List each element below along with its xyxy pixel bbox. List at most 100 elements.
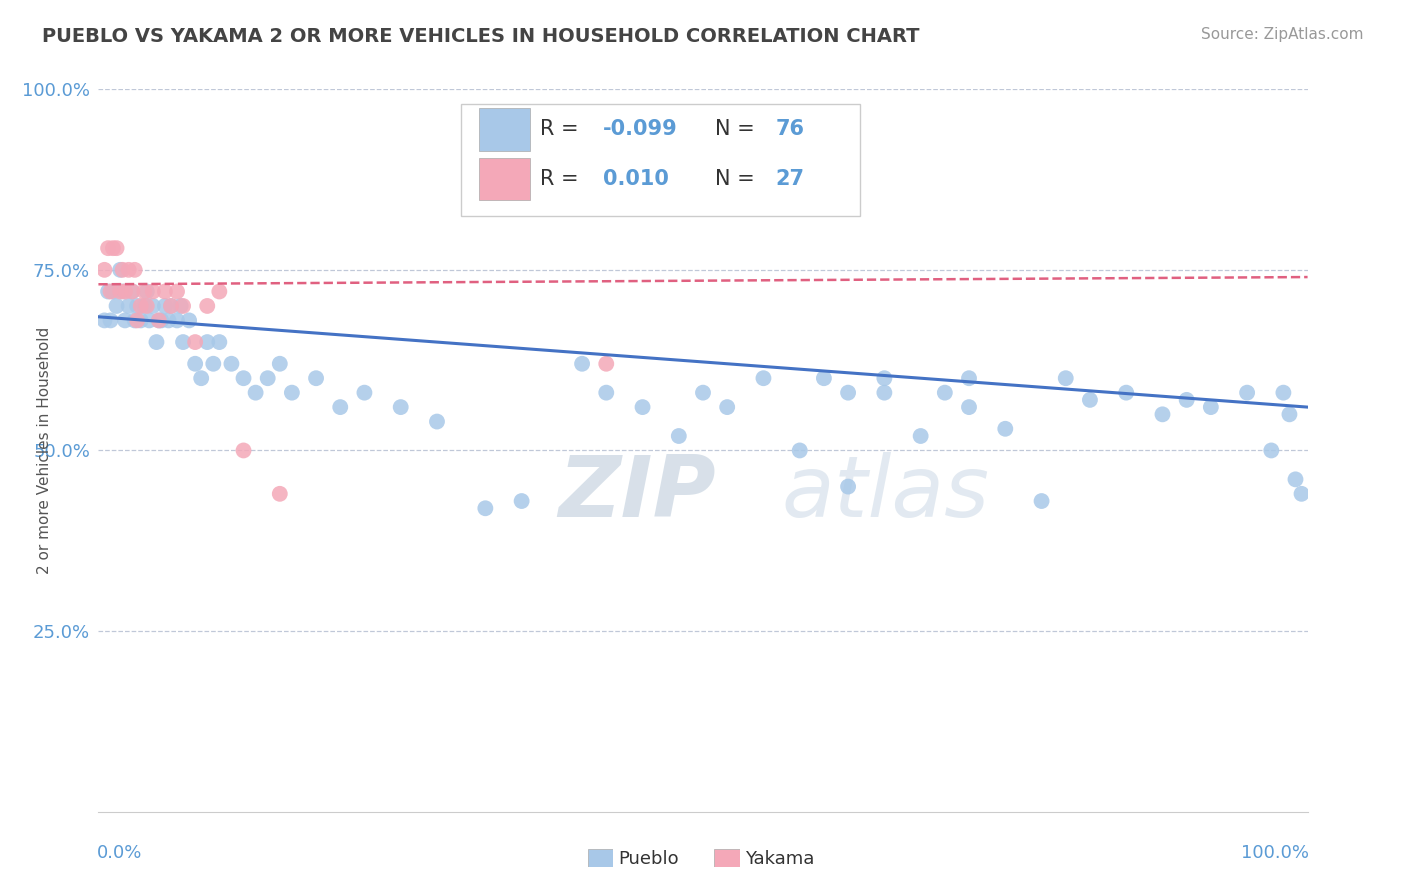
Point — [105, 299, 128, 313]
Text: N =: N = — [716, 120, 762, 139]
Point — [595, 357, 617, 371]
Point — [157, 313, 180, 327]
Point — [184, 357, 207, 371]
Text: atlas: atlas — [782, 452, 990, 535]
Point — [166, 285, 188, 299]
Point — [934, 385, 956, 400]
Point — [1278, 407, 1301, 421]
Point — [142, 299, 165, 313]
Point — [100, 313, 122, 327]
Point — [195, 334, 218, 349]
Point — [121, 285, 143, 299]
Point — [994, 422, 1017, 436]
Point — [105, 241, 128, 255]
Point — [93, 262, 115, 277]
Point — [957, 400, 980, 414]
Point — [135, 285, 157, 299]
Point — [135, 299, 157, 313]
Text: -0.099: -0.099 — [603, 120, 678, 139]
Point — [160, 299, 183, 313]
Point — [1054, 371, 1077, 385]
Text: R =: R = — [540, 120, 585, 139]
Point — [134, 285, 156, 299]
Point — [1199, 400, 1222, 414]
Point — [160, 299, 183, 313]
Point — [1031, 494, 1053, 508]
Point — [595, 385, 617, 400]
Point — [208, 334, 231, 349]
Point — [101, 241, 124, 255]
Point — [389, 400, 412, 414]
Text: R =: R = — [540, 169, 585, 188]
Point — [789, 443, 811, 458]
Point — [910, 429, 932, 443]
Point — [571, 357, 593, 371]
Point — [1284, 472, 1306, 486]
Point — [202, 357, 225, 371]
Point — [169, 299, 191, 313]
Point — [114, 285, 136, 299]
Point — [752, 371, 775, 385]
Point — [1291, 487, 1313, 501]
Point — [837, 480, 859, 494]
Point — [153, 299, 176, 313]
Point — [873, 385, 896, 400]
Point — [195, 299, 218, 313]
Point — [221, 357, 243, 371]
Point — [1175, 392, 1198, 407]
Text: Yakama: Yakama — [745, 850, 814, 868]
Point — [145, 334, 167, 349]
Point — [208, 285, 231, 299]
Point — [166, 313, 188, 327]
Point — [134, 299, 156, 313]
Point — [124, 313, 146, 327]
Point — [179, 313, 201, 327]
Point — [474, 501, 496, 516]
Point — [138, 313, 160, 327]
Point — [353, 385, 375, 400]
Point — [129, 313, 152, 327]
Text: Pueblo: Pueblo — [619, 850, 679, 868]
Point — [129, 299, 152, 313]
Point — [111, 285, 134, 299]
Point — [269, 357, 291, 371]
Point — [127, 313, 149, 327]
Point — [172, 299, 194, 313]
Text: ZIP: ZIP — [558, 452, 716, 535]
Point — [837, 385, 859, 400]
Point — [97, 241, 120, 255]
Text: 0.010: 0.010 — [603, 169, 668, 188]
Text: 27: 27 — [776, 169, 804, 188]
Point — [873, 371, 896, 385]
Point — [1236, 385, 1258, 400]
Point — [1078, 392, 1101, 407]
Point — [148, 313, 170, 327]
FancyBboxPatch shape — [461, 103, 860, 216]
Point — [150, 313, 173, 327]
Text: 0.0%: 0.0% — [97, 844, 142, 863]
Point — [1152, 407, 1174, 421]
Point — [510, 494, 533, 508]
Point — [114, 313, 136, 327]
Point — [184, 334, 207, 349]
Point — [631, 400, 654, 414]
Point — [668, 429, 690, 443]
Text: Source: ZipAtlas.com: Source: ZipAtlas.com — [1201, 27, 1364, 42]
Point — [232, 443, 254, 458]
Text: 2 or more Vehicles in Household: 2 or more Vehicles in Household — [37, 326, 52, 574]
Point — [1260, 443, 1282, 458]
Text: PUEBLO VS YAKAMA 2 OR MORE VEHICLES IN HOUSEHOLD CORRELATION CHART: PUEBLO VS YAKAMA 2 OR MORE VEHICLES IN H… — [42, 27, 920, 45]
Point — [142, 285, 165, 299]
Text: 76: 76 — [776, 120, 804, 139]
Point — [127, 299, 149, 313]
Point — [111, 262, 134, 277]
Point — [190, 371, 212, 385]
Point — [153, 285, 176, 299]
Point — [1115, 385, 1137, 400]
Point — [232, 371, 254, 385]
Point — [148, 313, 170, 327]
Point — [101, 285, 124, 299]
Point — [121, 285, 143, 299]
Point — [329, 400, 352, 414]
Point — [716, 400, 738, 414]
